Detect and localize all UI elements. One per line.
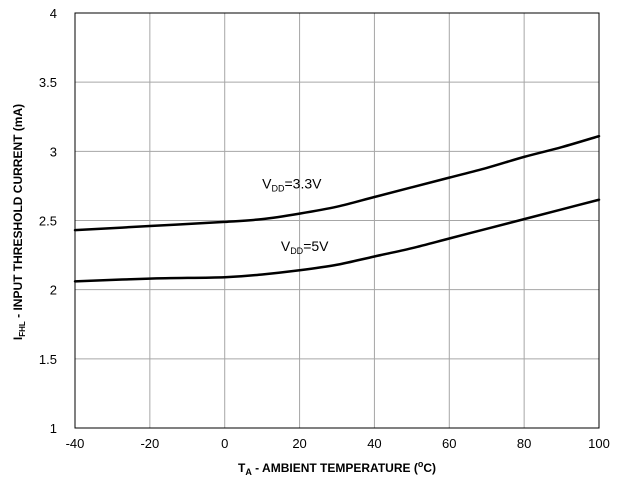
x-tick-label: 40 xyxy=(367,436,381,451)
y-tick-label: 2 xyxy=(50,283,57,298)
series-line-1 xyxy=(73,134,601,232)
x-tick-label: 80 xyxy=(517,436,531,451)
series-label-2: VDD=5V xyxy=(281,238,329,256)
y-tick-label: 3 xyxy=(50,144,57,159)
grid xyxy=(74,12,600,429)
x-tick-label: 20 xyxy=(292,436,306,451)
y-tick-label: 1 xyxy=(50,421,57,436)
x-tick-label: 100 xyxy=(588,436,610,451)
tick-labels: -40 -20 0 20 40 60 80 100 1 1.5 2 2.5 3 3.5 4 xyxy=(39,6,610,451)
y-tick-label: 2.5 xyxy=(39,214,57,229)
x-tick-label: -20 xyxy=(140,436,159,451)
y-tick-label: 1.5 xyxy=(39,352,57,367)
series-label-1: VDD=3.3V xyxy=(262,176,322,194)
series-line-2 xyxy=(73,198,601,283)
y-tick-label: 3.5 xyxy=(39,75,57,90)
x-tick-label: 60 xyxy=(442,436,456,451)
x-tick-label: 0 xyxy=(221,436,228,451)
series-labels: VDD=3.3V VDD=5V xyxy=(262,176,329,256)
y-tick-label: 4 xyxy=(50,6,57,21)
x-axis-label: TA - AMBIENT TEMPERATURE (oC) xyxy=(238,459,436,477)
plot-border xyxy=(74,12,600,429)
y-axis-label: IFHL - INPUT THRESHOLD CURRENT (mA) xyxy=(11,104,27,340)
x-tick-label: -40 xyxy=(66,436,85,451)
series-lines xyxy=(73,134,601,283)
